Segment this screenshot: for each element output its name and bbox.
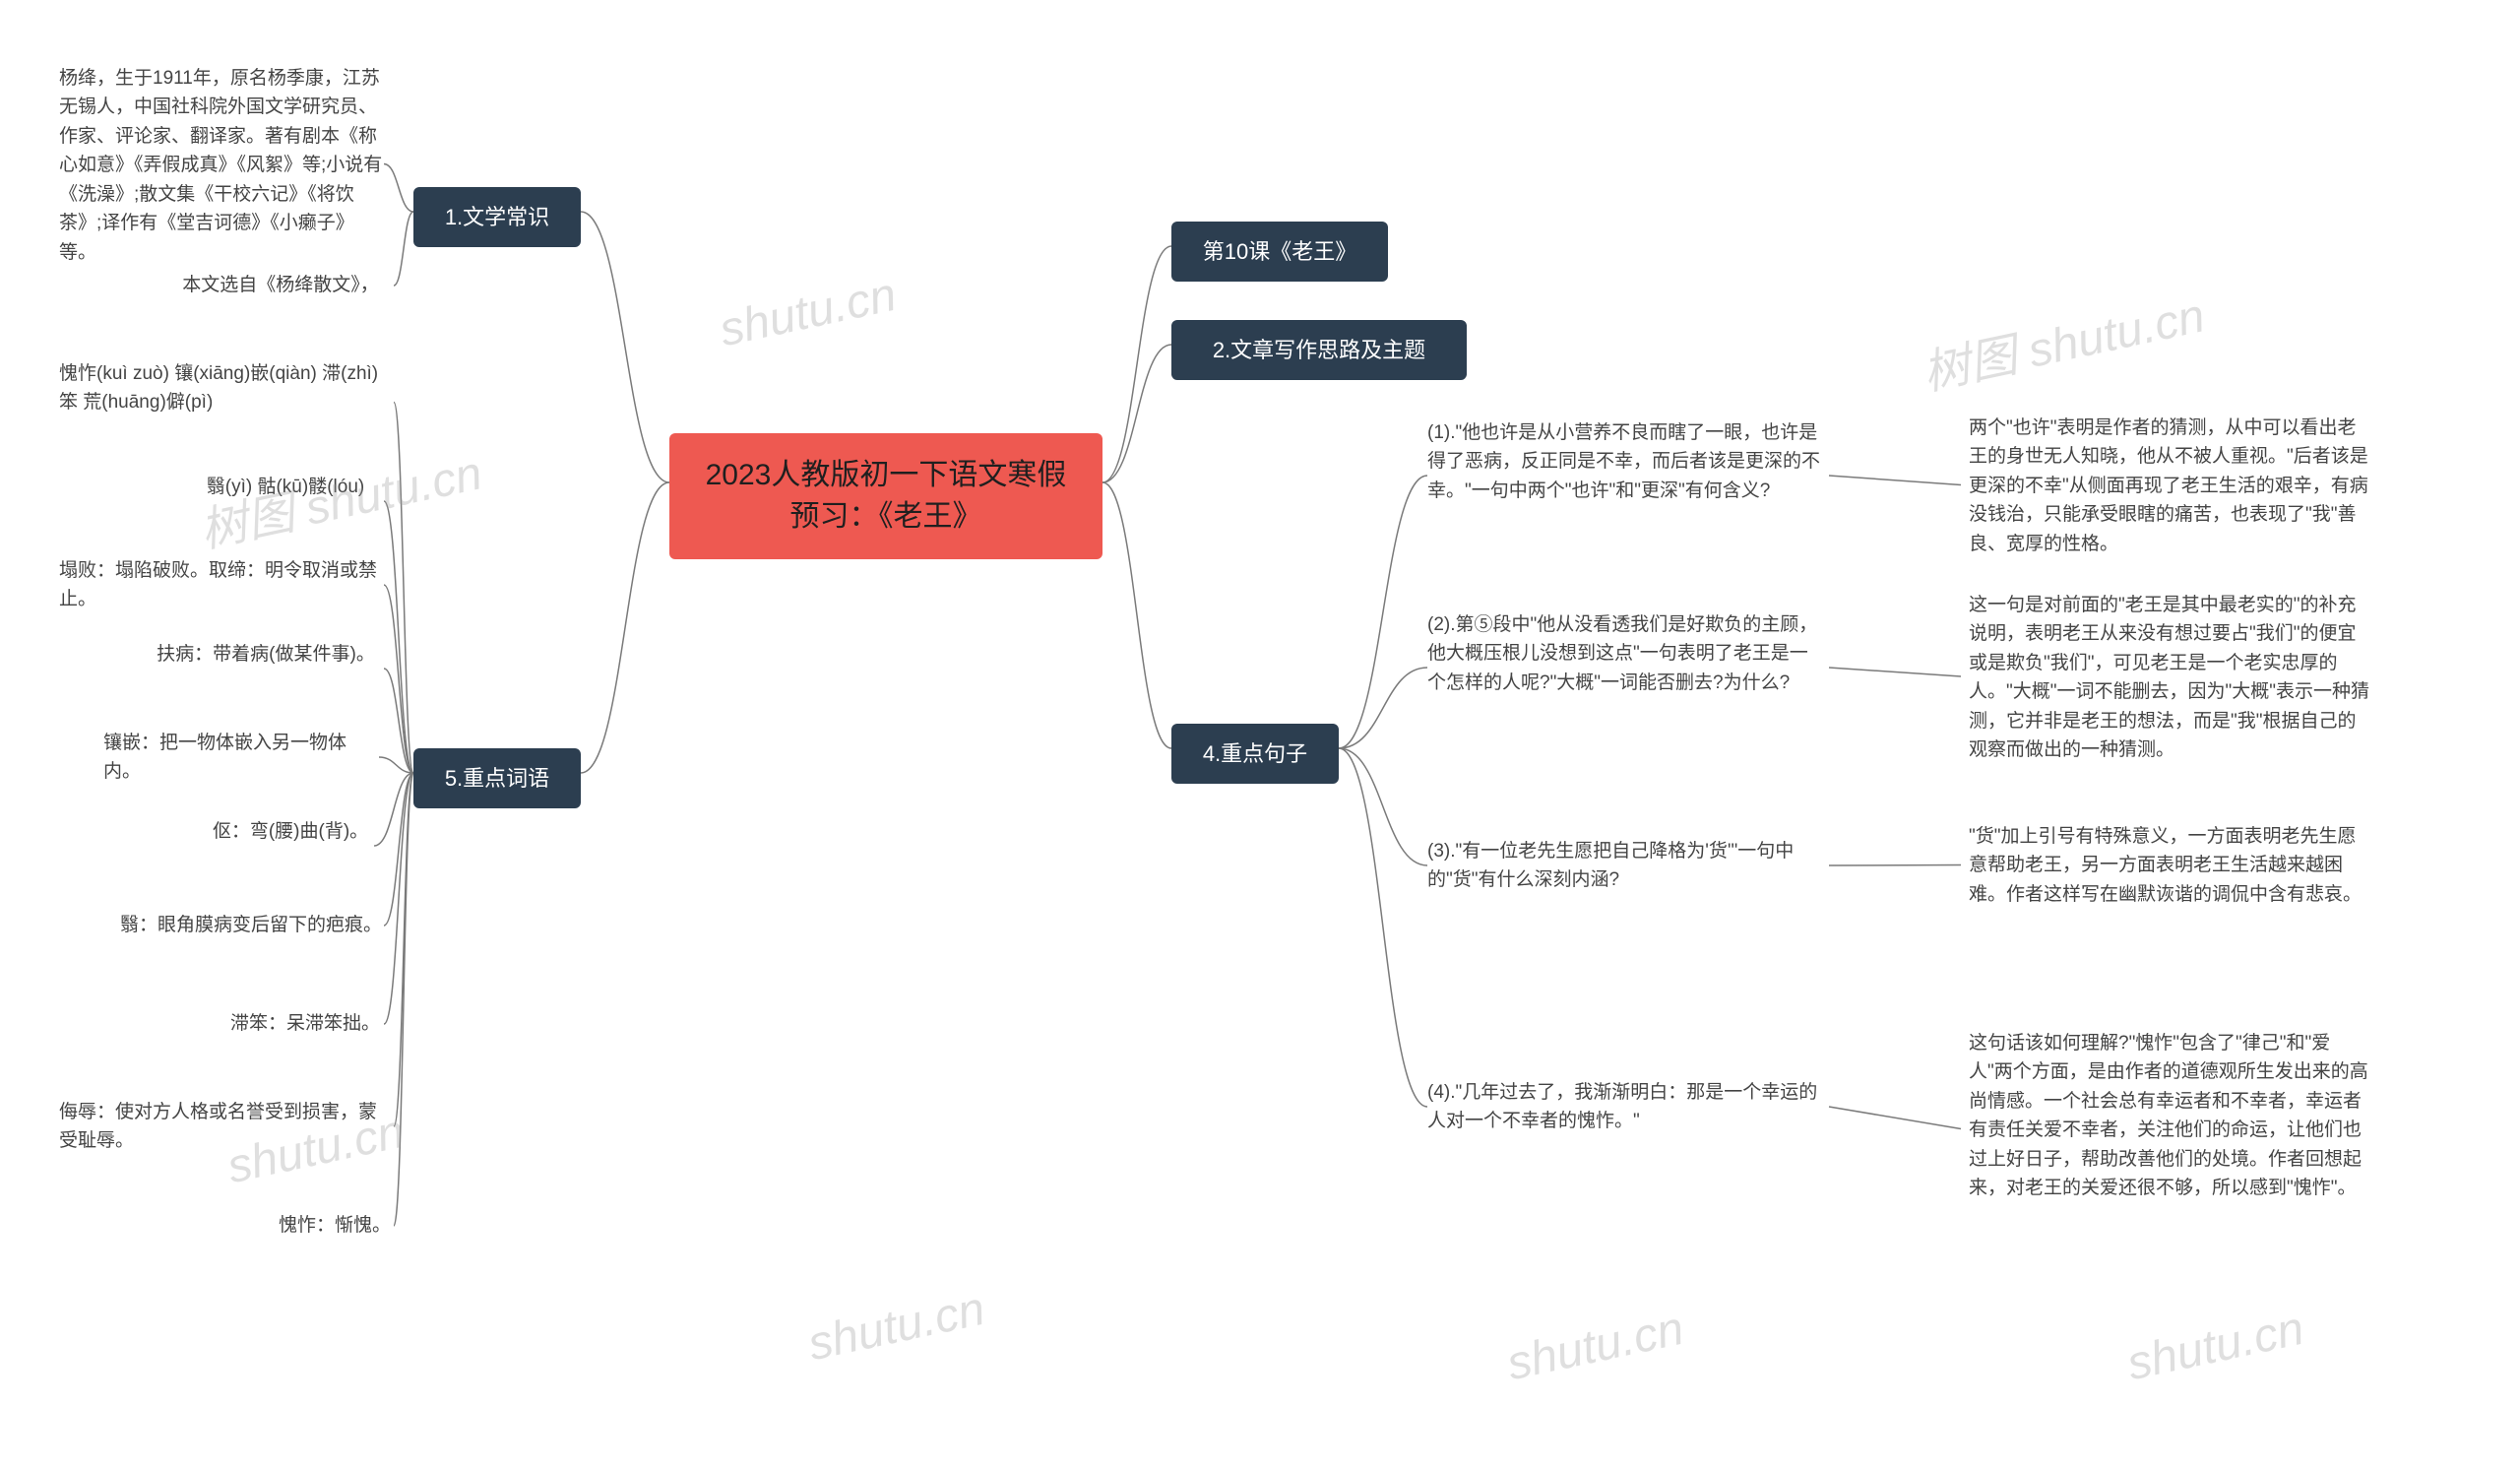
watermark-5: shutu.cn [1502,1302,1688,1392]
mindmap-canvas: 2023人教版初一下语文寒假预习：《老王》 1.文学常识 5.重点词语 第10课《老… [0,0,2520,1470]
leaf-b5-7: 滞笨：呆滞笨拙。 [226,1009,384,1038]
answer-b4-0: 两个"也许"表明是作者的猜测，从中可以看出老王的身世无人知晓，他从不被人重视。"… [1969,414,2372,558]
leaf-b5-0: 愧怍(kuì zuò) 镶(xiāng)嵌(qiàn) 滞(zhì)笨 荒(hu… [59,359,394,417]
leaf-b5-6: 翳：眼角膜病变后留下的疤痕。 [118,911,384,939]
answer-b4-2: "货"加上引号有特殊意义，一方面表明老先生愿意帮助老王，另一方面表明老王生活越来… [1969,822,2372,909]
question-b4-0: (1)."他也许是从小营养不良而瞎了一眼，也许是得了恶病，反正同是不幸，而后者该… [1427,418,1821,505]
question-b4-1: (2).第⑤段中"他从没看透我们是好欺负的主顾，他大概压根儿没想到这点"一句表明… [1427,610,1821,697]
leaf-b5-5: 伛：弯(腰)曲(背)。 [207,817,374,846]
leaf-b1-0: 杨绛，生于1911年，原名杨季康，江苏无锡人，中国社科院外国文学研究员、作家、评… [59,64,384,267]
leaf-b1-1: 本文选自《杨绛散文》， [167,271,394,299]
answer-b4-3: 这句话该如何理解?"愧怍"包含了"律己"和"爱人"两个方面，是由作者的道德观所生… [1969,1029,2372,1203]
leaf-b5-1: 翳(yì) 骷(kū)髅(lóu) [187,473,384,501]
root-label: 2023人教版初一下语文寒假预习：《老王》 [699,455,1073,538]
answer-b4-1: 这一句是对前面的"老王是其中最老实的"的补充说明，表明老王从来没有想过要占"我们… [1969,591,2372,765]
watermark-4: shutu.cn [803,1282,989,1373]
branch-b1: 1.文学常识 [413,187,581,247]
branch-b5: 5.重点词语 [413,748,581,808]
branch-b4: 4.重点句子 [1171,724,1339,784]
question-b4-2: (3)."有一位老先生愿把自己降格为'货'"一句中的"货"有什么深刻内涵? [1427,837,1821,895]
leaf-b5-4: 镶嵌：把一物体嵌入另一物体内。 [103,729,379,787]
branch-b10: 第10课《老王》 [1171,222,1388,282]
watermark-1: shutu.cn [715,268,901,358]
leaf-b5-9: 愧怍：惭愧。 [276,1211,394,1240]
leaf-b5-3: 扶病：带着病(做某件事)。 [148,640,384,669]
root-node: 2023人教版初一下语文寒假预习：《老王》 [669,433,1102,559]
question-b4-3: (4)."几年过去了，我渐渐明白：那是一个幸运的人对一个不幸者的愧怍。" [1427,1078,1821,1136]
branch-b2: 2.文章写作思路及主题 [1171,320,1467,380]
leaf-b5-2: 塌败：塌陷破败。取缔：明令取消或禁止。 [59,556,384,614]
leaf-b5-8: 侮辱：使对方人格或名誉受到损害，蒙受耻辱。 [59,1098,394,1156]
watermark-6: shutu.cn [2122,1302,2308,1392]
watermark-2: 树图 shutu.cn [1916,277,2210,404]
